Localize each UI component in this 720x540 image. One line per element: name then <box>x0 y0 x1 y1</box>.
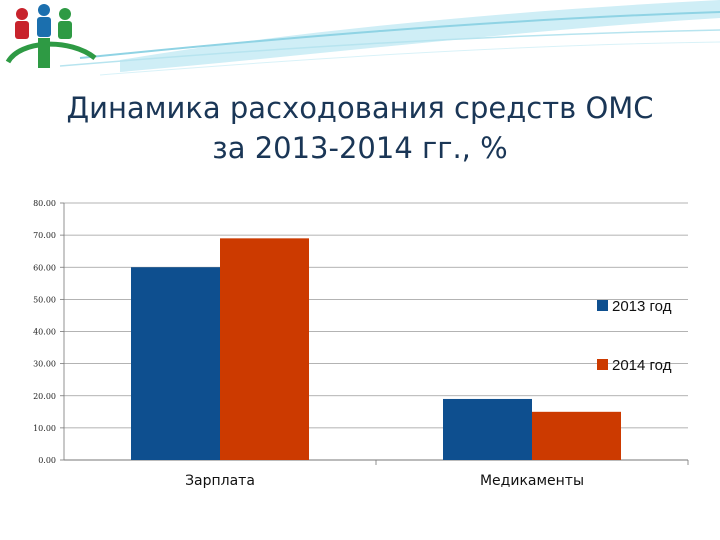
logo-icon <box>5 4 97 68</box>
bar-chart: 0.00 10.00 20.00 30.00 40.00 50.00 60.00 70.00 8… <box>33 199 689 489</box>
chart-title: Динамика расходования средств ОМС за 201… <box>0 88 720 168</box>
legend-label: 2013 год <box>612 298 672 315</box>
x-tick-label: Зарплата <box>185 473 255 489</box>
y-tick-label: 40.00 <box>33 328 56 337</box>
bar <box>131 267 220 460</box>
y-tick-label: 20.00 <box>33 392 56 401</box>
y-tick-label: 50.00 <box>33 295 56 304</box>
y-tick-label: 60.00 <box>33 263 56 272</box>
bar <box>220 238 309 460</box>
chart-title-line-2: за 2013-2014 гг., % <box>212 131 508 165</box>
legend-swatch <box>597 300 608 311</box>
y-tick-label: 10.00 <box>33 424 56 433</box>
y-tick-label: 30.00 <box>33 360 56 369</box>
x-tick-label: Медикаменты <box>480 473 584 489</box>
bar <box>443 398 532 460</box>
bar <box>532 411 621 460</box>
header-decoration <box>5 0 720 76</box>
legend-swatch <box>597 359 608 370</box>
legend-label: 2014 год <box>612 357 672 374</box>
y-tick-label: 0.00 <box>38 456 56 465</box>
y-tick-label: 70.00 <box>33 231 56 240</box>
y-tick-label: 80.00 <box>33 199 56 208</box>
chart-title-line-1: Динамика расходования средств ОМС <box>66 91 654 125</box>
